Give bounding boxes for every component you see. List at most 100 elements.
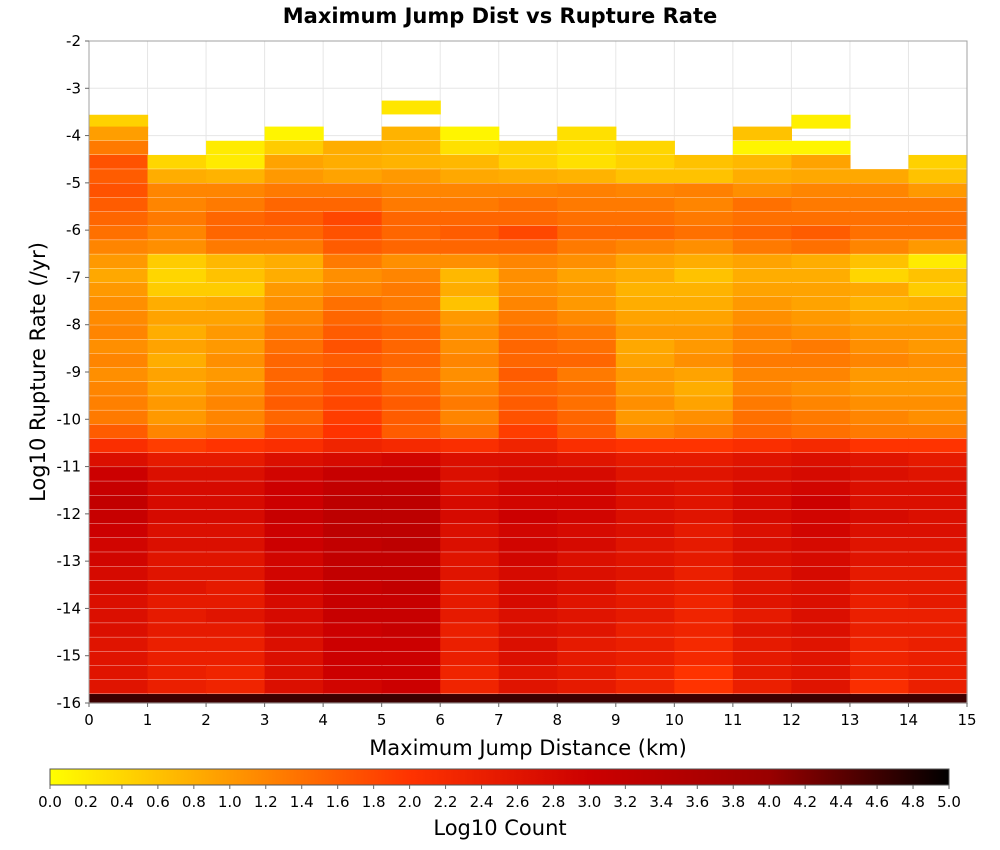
- heatmap-cell: [264, 467, 324, 481]
- heatmap-cell: [849, 197, 910, 212]
- heatmap-cell: [674, 580, 734, 595]
- heatmap-cell: [557, 594, 617, 609]
- heatmap-cell: [849, 325, 910, 340]
- heatmap-cell: [206, 580, 266, 595]
- heatmap-cell: [908, 325, 968, 340]
- heatmap-cell: [440, 694, 500, 704]
- heatmap-cell: [849, 169, 910, 183]
- heatmap-cell: [615, 467, 675, 481]
- heatmap-cell: [89, 537, 149, 552]
- heatmap-cell: [557, 481, 617, 496]
- heatmap-cell: [732, 254, 792, 269]
- heatmap-cell: [674, 424, 734, 439]
- heatmap-cell: [557, 268, 617, 283]
- heatmap-cell: [557, 580, 617, 595]
- heatmap-cell: [264, 509, 324, 524]
- heatmap-cell: [849, 481, 910, 496]
- x-tick-label: 2: [201, 711, 211, 729]
- heatmap-cell: [732, 126, 792, 141]
- heatmap-cell: [498, 438, 558, 453]
- heatmap-cell: [908, 311, 968, 325]
- heatmap-cell: [498, 467, 558, 481]
- heatmap-cell: [206, 495, 266, 510]
- heatmap-cell: [206, 594, 266, 609]
- heatmap-cell: [732, 523, 792, 538]
- heatmap-cell: [89, 552, 149, 566]
- x-tick-label: 0: [84, 711, 94, 729]
- heatmap-cell: [674, 552, 734, 566]
- heatmap-cell: [674, 353, 734, 368]
- heatmap-cell: [264, 311, 324, 325]
- heatmap-cell: [908, 608, 968, 623]
- heatmap-cell: [908, 651, 968, 666]
- heatmap-cell: [147, 311, 207, 325]
- heatmap-cell: [674, 452, 734, 467]
- heatmap-cell: [732, 481, 792, 496]
- heatmap-cell: [440, 637, 500, 652]
- heatmap-cell: [381, 509, 441, 524]
- heatmap-cell: [440, 452, 500, 467]
- heatmap-cell: [732, 537, 792, 552]
- heatmap-cell: [498, 608, 558, 623]
- heatmap-cell: [498, 381, 558, 396]
- heatmap-cell: [440, 254, 500, 269]
- heatmap-cell: [615, 495, 675, 510]
- heatmap-cell: [674, 268, 734, 283]
- colorbar-tick-label: 4.0: [757, 793, 781, 811]
- heatmap-cell: [440, 282, 500, 297]
- heatmap-cell: [674, 537, 734, 552]
- heatmap-cell: [908, 679, 968, 694]
- heatmap-cell: [674, 254, 734, 269]
- colorbar-tick-label: 2.6: [506, 793, 530, 811]
- heatmap-cell: [323, 282, 383, 297]
- heatmap-cell: [206, 225, 266, 240]
- heatmap-cell: [323, 566, 383, 581]
- heatmap-cell: [615, 296, 675, 311]
- heatmap-cell: [557, 183, 617, 198]
- heatmap-cell: [264, 367, 324, 382]
- heatmap-cell: [849, 452, 910, 467]
- heatmap-cell: [615, 509, 675, 524]
- heatmap-cell: [732, 240, 792, 254]
- colorbar-tick-label: 3.4: [649, 793, 673, 811]
- heatmap-cell: [498, 410, 558, 425]
- heatmap-cell: [849, 623, 910, 637]
- heatmap-cell: [908, 523, 968, 538]
- heatmap-cell: [440, 523, 500, 538]
- heatmap-cell: [498, 268, 558, 283]
- heatmap-cell: [381, 438, 441, 453]
- heatmap-cell: [147, 254, 207, 269]
- heatmap-cell: [674, 154, 734, 169]
- heatmap-cell: [849, 665, 910, 680]
- heatmap-cell: [147, 523, 207, 538]
- heatmap-cell: [732, 452, 792, 467]
- heatmap-cell: [147, 410, 207, 425]
- heatmap-cell: [206, 537, 266, 552]
- heatmap-cell: [440, 169, 500, 183]
- heatmap-cell: [615, 240, 675, 254]
- heatmap-cell: [323, 410, 383, 425]
- heatmap-cell: [615, 580, 675, 595]
- heatmap-cell: [791, 495, 851, 510]
- heatmap-cell: [381, 154, 441, 169]
- heatmap-cell: [264, 594, 324, 609]
- heatmap-cell: [908, 410, 968, 425]
- heatmap-cell: [849, 467, 910, 481]
- heatmap-cell: [674, 282, 734, 297]
- heatmap-cell: [498, 367, 558, 382]
- heatmap-cell: [615, 254, 675, 269]
- heatmap-cell: [440, 126, 500, 141]
- heatmap-cell: [732, 211, 792, 226]
- heatmap-cell: [849, 254, 910, 269]
- heatmap-cell: [323, 452, 383, 467]
- heatmap-cell: [732, 225, 792, 240]
- heatmap-cell: [849, 523, 910, 538]
- heatmap-cell: [732, 396, 792, 410]
- heatmap-cell: [908, 197, 968, 212]
- heatmap-cell: [791, 339, 851, 354]
- heatmap-cell: [674, 637, 734, 652]
- heatmap-cell: [264, 495, 324, 510]
- heatmap-cell: [89, 282, 149, 297]
- heatmap-cell: [440, 623, 500, 637]
- heatmap-cell: [615, 410, 675, 425]
